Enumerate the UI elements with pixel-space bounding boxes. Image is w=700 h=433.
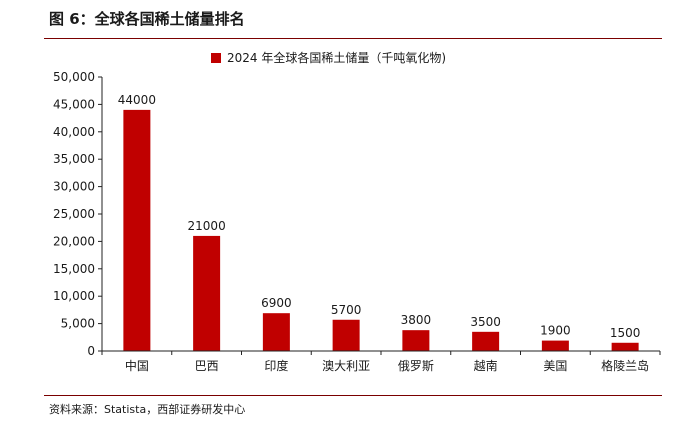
y-tick-label: 20,000 [53,234,95,248]
x-axis: 中国 巴西 印度 澳大利亚 俄罗斯 越南 美国 格陵兰岛 [101,350,661,373]
category-label: 格陵兰岛 [601,358,649,373]
y-tick-label: 5,000 [61,317,95,331]
category-label: 越南 [474,358,498,373]
bar [541,340,569,351]
category-label: 中国 [125,358,149,373]
category-label: 巴西 [195,359,219,373]
legend-swatch [211,53,221,63]
y-tick-label: 15,000 [53,262,95,276]
data-label: 3800 [401,313,432,327]
source-note: 资料来源：Statista，西部证券研发中心 [49,403,246,416]
y-tick-label: 45,000 [53,97,95,111]
category-label: 俄罗斯 [398,359,434,373]
bar [193,235,221,351]
legend-label: 2024 年全球各国稀土储量（千吨氧化物) [227,50,446,65]
y-axis: 0 5,000 10,000 15,000 20,000 25,000 30,000 35,0… [53,70,103,358]
y-tick-label: 0 [87,344,95,358]
data-label: 44000 [118,93,156,107]
bar [123,109,151,351]
legend: 2024 年全球各国稀土储量（千吨氧化物) [211,50,446,65]
category-label: 印度 [264,358,288,373]
data-label: 1500 [610,326,641,340]
bar [611,342,639,351]
data-label: 6900 [261,296,292,310]
y-tick-label: 30,000 [53,180,95,194]
bar [472,331,500,351]
bar [262,313,290,351]
data-label: 21000 [188,219,226,233]
y-tick-label: 40,000 [53,125,95,139]
source-rule [44,395,662,396]
bar [402,330,430,351]
bar [332,319,360,351]
title-rule [44,38,662,39]
y-tick-label: 10,000 [53,289,95,303]
bars: 44000 21000 6900 5700 3800 3500 1900 1500 [118,93,641,351]
data-label: 3500 [470,315,501,329]
y-tick-label: 35,000 [53,152,95,166]
y-tick-label: 25,000 [53,207,95,221]
figure-title: 图 6：全球各国稀土储量排名 [49,10,245,28]
category-label: 美国 [543,359,567,373]
data-label: 1900 [540,324,571,338]
category-label: 澳大利亚 [322,359,370,373]
y-tick-label: 50,000 [53,70,95,84]
data-label: 5700 [331,303,362,317]
